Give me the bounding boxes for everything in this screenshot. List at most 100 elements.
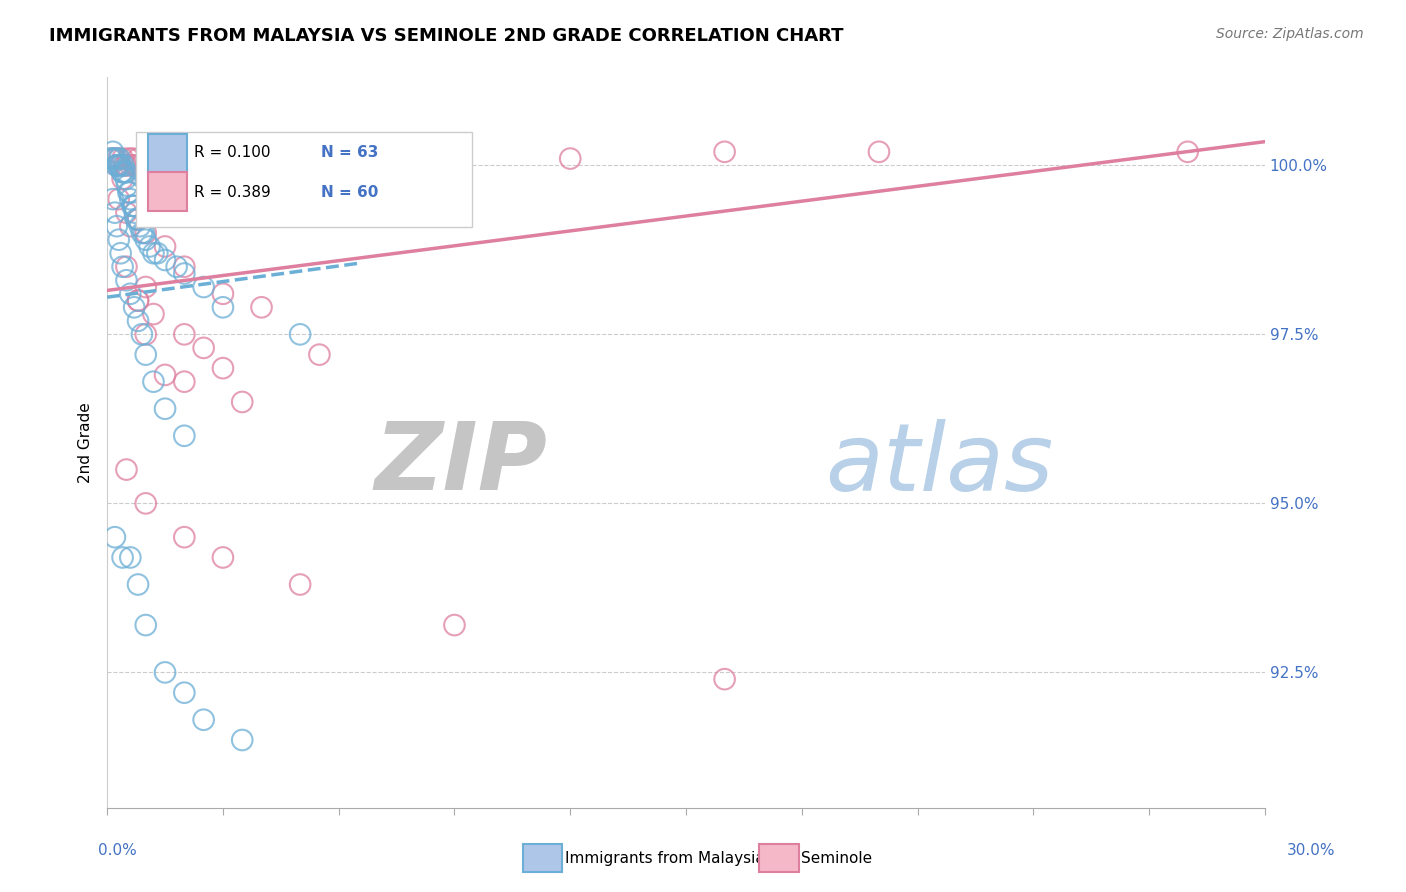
Point <box>112 158 135 172</box>
Point <box>115 260 138 274</box>
Point <box>142 246 165 260</box>
Point <box>250 301 273 315</box>
Point <box>120 286 142 301</box>
Point <box>107 233 129 247</box>
Point <box>153 368 176 382</box>
Point <box>173 158 195 172</box>
Point <box>713 672 735 686</box>
Point <box>212 301 235 315</box>
Point <box>288 327 311 342</box>
FancyBboxPatch shape <box>148 134 187 173</box>
Point <box>142 375 165 389</box>
Point <box>110 246 132 260</box>
Point <box>101 152 124 166</box>
Text: ZIP: ZIP <box>374 418 547 510</box>
Point <box>122 199 145 213</box>
Point <box>107 158 129 172</box>
Point <box>131 327 153 342</box>
Point <box>111 165 134 179</box>
Point <box>153 239 176 253</box>
Point <box>115 273 138 287</box>
Point <box>121 199 143 213</box>
Point <box>114 165 136 179</box>
Text: R = 0.100: R = 0.100 <box>194 145 270 161</box>
Point <box>231 395 253 409</box>
Point <box>142 158 165 172</box>
Point <box>107 152 129 166</box>
Point <box>443 152 465 166</box>
Point <box>111 260 134 274</box>
Point <box>193 341 215 355</box>
Point <box>443 618 465 632</box>
Point <box>328 165 350 179</box>
Point <box>173 530 195 544</box>
Point <box>135 280 157 294</box>
Point <box>135 618 157 632</box>
Point <box>110 158 132 172</box>
Point <box>173 375 195 389</box>
Point <box>173 267 195 281</box>
Point <box>212 158 235 172</box>
Point <box>173 327 195 342</box>
Point <box>101 145 124 159</box>
Text: Seminole: Seminole <box>801 851 873 865</box>
Point <box>114 158 136 172</box>
Point <box>173 686 195 700</box>
Text: atlas: atlas <box>825 419 1053 510</box>
Point <box>135 327 157 342</box>
Point <box>104 205 127 219</box>
Point <box>115 178 138 193</box>
Point <box>114 172 136 186</box>
Point <box>193 280 215 294</box>
Point <box>1177 145 1199 159</box>
Point <box>127 314 149 328</box>
Point <box>129 219 152 234</box>
Point <box>142 307 165 321</box>
Point <box>124 205 146 219</box>
Point <box>125 212 148 227</box>
Text: R = 0.389: R = 0.389 <box>194 186 271 201</box>
FancyBboxPatch shape <box>148 171 187 211</box>
Point <box>135 158 157 172</box>
Y-axis label: 2nd Grade: 2nd Grade <box>79 402 93 483</box>
Point <box>135 496 157 510</box>
Point <box>122 199 145 213</box>
Point <box>120 550 142 565</box>
Point <box>212 361 235 376</box>
Point <box>117 186 139 200</box>
Point <box>104 158 127 172</box>
Point <box>117 152 139 166</box>
Point <box>153 401 176 416</box>
Point <box>101 152 124 166</box>
Point <box>173 260 195 274</box>
Point <box>120 219 142 234</box>
Point <box>111 152 134 166</box>
Point <box>153 665 176 680</box>
Text: 0.0%: 0.0% <box>98 843 138 858</box>
Point <box>118 186 141 200</box>
Point <box>111 550 134 565</box>
Point <box>105 219 128 234</box>
Point <box>127 212 149 227</box>
Point <box>250 165 273 179</box>
Point <box>104 530 127 544</box>
Point <box>132 226 155 240</box>
Text: Source: ZipAtlas.com: Source: ZipAtlas.com <box>1216 27 1364 41</box>
Point <box>98 152 121 166</box>
Point <box>135 348 157 362</box>
Point <box>127 212 149 227</box>
Point <box>146 246 169 260</box>
Text: N = 63: N = 63 <box>322 145 378 161</box>
Point <box>122 301 145 315</box>
Point <box>308 348 330 362</box>
Point <box>135 233 157 247</box>
Point <box>105 152 128 166</box>
Point <box>115 462 138 476</box>
Point <box>135 226 157 240</box>
Text: Immigrants from Malaysia: Immigrants from Malaysia <box>565 851 765 865</box>
Point <box>111 172 134 186</box>
Point <box>108 152 131 166</box>
Point <box>212 550 235 565</box>
Point <box>125 158 148 172</box>
Point <box>110 158 132 172</box>
